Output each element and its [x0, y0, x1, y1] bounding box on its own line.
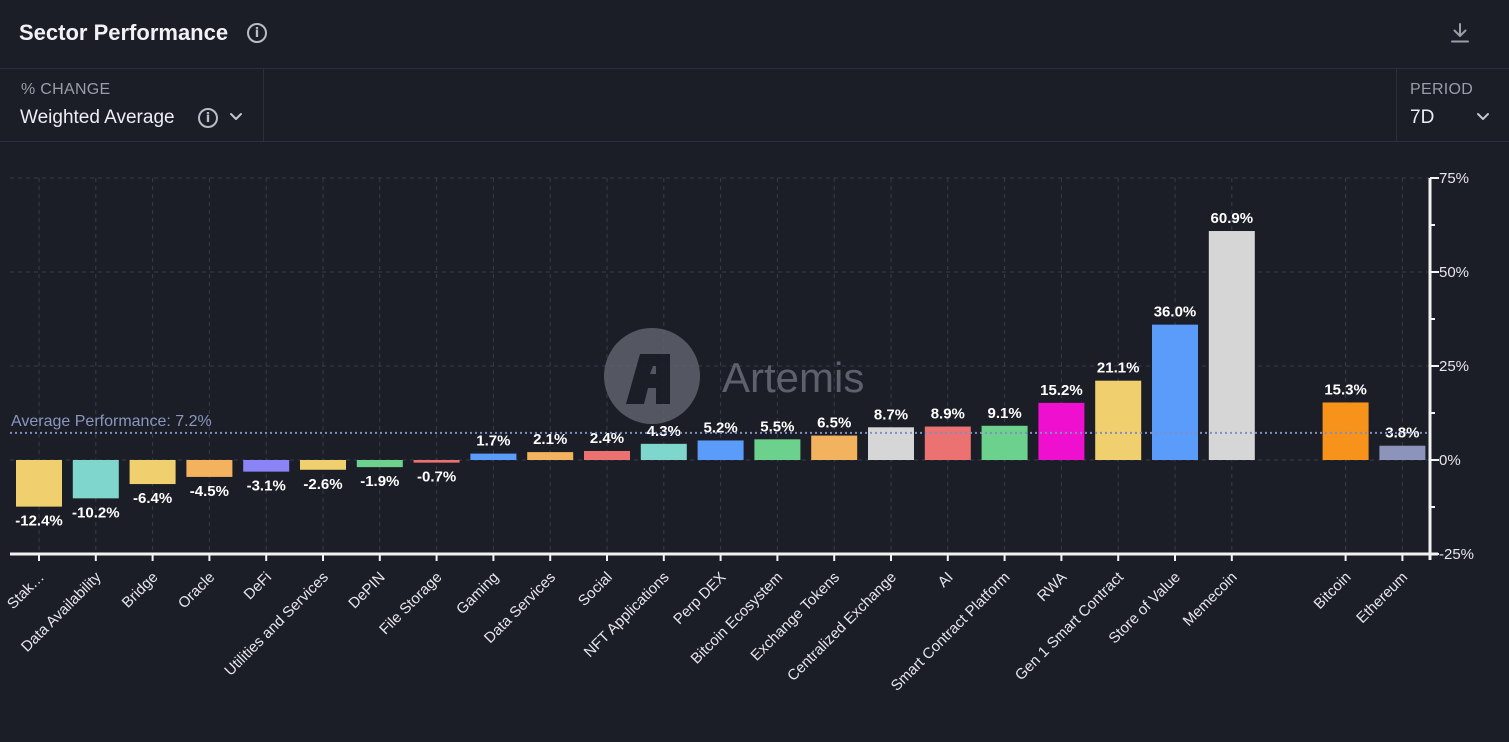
bar-value-label: -1.9%: [360, 473, 399, 490]
x-category-label: RWA: [1034, 569, 1070, 605]
period-label: PERIOD: [1410, 81, 1474, 98]
x-category-label: Bitcoin: [1311, 569, 1355, 613]
x-category-label: Bridge: [119, 569, 162, 612]
bar-value-label: 15.2%: [1040, 382, 1083, 399]
average-performance-label: Average Performance: 7.2%: [11, 413, 212, 430]
bar-value-label: 60.9%: [1211, 210, 1254, 227]
bar[interactable]: [1038, 402, 1085, 460]
bar[interactable]: [129, 460, 176, 485]
y-tick-label: 0%: [1439, 452, 1461, 469]
bar-value-label: 8.9%: [931, 406, 965, 423]
watermark-logo-glyph: [626, 354, 670, 404]
vertical-gridlines: [38, 178, 1403, 554]
bar[interactable]: [584, 450, 630, 460]
bar-value-label: 3.8%: [1385, 425, 1419, 442]
bar[interactable]: [356, 460, 403, 468]
bar[interactable]: [186, 460, 233, 477]
x-category-label: Ethereum: [1353, 569, 1411, 627]
bar-value-label: -4.5%: [190, 483, 229, 500]
period-value: 7D: [1410, 107, 1435, 128]
bar[interactable]: [413, 460, 460, 463]
bar-value-label: 36.0%: [1154, 304, 1197, 321]
x-axis-labels: Stak…Data Availability Bridge Oracle DeFiUt…: [4, 554, 1411, 695]
average-line: Average Performance: 7.2%: [10, 413, 1430, 434]
x-category-label: Oracle: [175, 569, 218, 612]
x-category-label: Utilities and Services: [221, 569, 331, 679]
bar[interactable]: [1208, 231, 1255, 460]
bar-value-label: 21.1%: [1097, 360, 1140, 377]
bar-value-label: 8.7%: [874, 406, 908, 423]
bar[interactable]: [1322, 402, 1369, 460]
y-tick-label: 75%: [1439, 170, 1469, 187]
y-tick-label: -25%: [1439, 546, 1474, 563]
bar[interactable]: [300, 460, 346, 470]
x-category-label: Perp DEX: [670, 569, 729, 628]
x-category-label: Centralized Exchange: [784, 569, 900, 685]
x-category-label: Smart Contract Platform: [888, 569, 1014, 695]
bar[interactable]: [243, 460, 290, 472]
metric-dropdown[interactable]: % CHANGE Weighted Average i: [0, 69, 264, 141]
bar-value-label: 9.1%: [987, 405, 1021, 422]
x-category-label: AI: [935, 569, 957, 591]
chart-controls: % CHANGE Weighted Average i PERIOD 7D: [0, 69, 1509, 142]
bar[interactable]: [470, 453, 517, 460]
bar-value-label: -0.7%: [417, 469, 456, 486]
x-category-label: Gen 1 Smart Contract: [1012, 568, 1128, 684]
bar[interactable]: [1379, 445, 1426, 460]
download-icon[interactable]: [1448, 21, 1472, 45]
x-category-label: Social: [575, 569, 616, 610]
chart-header: Sector Performance i: [0, 0, 1509, 69]
bar-value-label: -3.1%: [247, 478, 286, 495]
bar[interactable]: [640, 443, 687, 460]
bar-value-label: 5.2%: [703, 419, 737, 436]
bar-value-label: 1.7%: [476, 433, 510, 450]
bar[interactable]: [72, 460, 119, 499]
sector-bar-chart: Artemis -12.4% -10.2% -6.4% -4.5% -3.1% -2.6%…: [4, 170, 1474, 695]
info-icon[interactable]: i: [247, 23, 267, 43]
metric-value: Weighted Average: [20, 107, 175, 128]
period-dropdown[interactable]: PERIOD 7D: [1396, 69, 1509, 141]
chevron-down-icon: [1477, 113, 1489, 120]
bar-value-label: 6.5%: [817, 415, 851, 432]
y-axis-ticks: -25% 0% 25% 50% 75%: [1430, 170, 1474, 563]
y-tick-label: 25%: [1439, 358, 1469, 375]
x-category-label: DePIN: [345, 569, 388, 612]
x-category-label: Stak…: [4, 569, 48, 613]
x-category-label: DeFi: [241, 569, 275, 603]
bar[interactable]: [811, 435, 858, 460]
bar-value-label: -6.4%: [133, 490, 172, 507]
bar[interactable]: [981, 425, 1028, 460]
bar[interactable]: [697, 440, 744, 460]
bar-value-label: 15.3%: [1324, 381, 1367, 398]
bar-value-label: -10.2%: [72, 504, 120, 521]
watermark-text: Artemis: [722, 354, 864, 401]
bar-value-label: -2.6%: [303, 476, 342, 493]
bar[interactable]: [16, 460, 62, 507]
chart-title: Sector Performance: [19, 20, 229, 45]
chevron-down-icon: [230, 113, 242, 120]
y-tick-label: 50%: [1439, 264, 1469, 281]
bar-value-label: 4.3%: [647, 423, 681, 440]
bar[interactable]: [754, 439, 801, 460]
metric-label: % CHANGE: [21, 81, 111, 98]
x-category-label: Memecoin: [1180, 569, 1241, 630]
axes: [10, 178, 1438, 560]
bar-value-label: 2.4%: [590, 430, 624, 447]
x-category-label: Gaming: [453, 569, 502, 618]
bar-value-label: -12.4%: [15, 513, 63, 530]
info-icon[interactable]: i: [198, 108, 218, 128]
bar[interactable]: [924, 426, 971, 460]
bar-value-label: 2.1%: [533, 431, 567, 448]
bar-value-label: 5.5%: [760, 418, 794, 435]
bar[interactable]: [527, 452, 574, 460]
bars: -12.4% -10.2% -6.4% -4.5% -3.1% -2.6% -1.9% -0.…: [15, 210, 1426, 530]
artemis-watermark: Artemis: [604, 328, 864, 424]
bar[interactable]: [1152, 324, 1198, 460]
bar[interactable]: [1095, 380, 1142, 460]
